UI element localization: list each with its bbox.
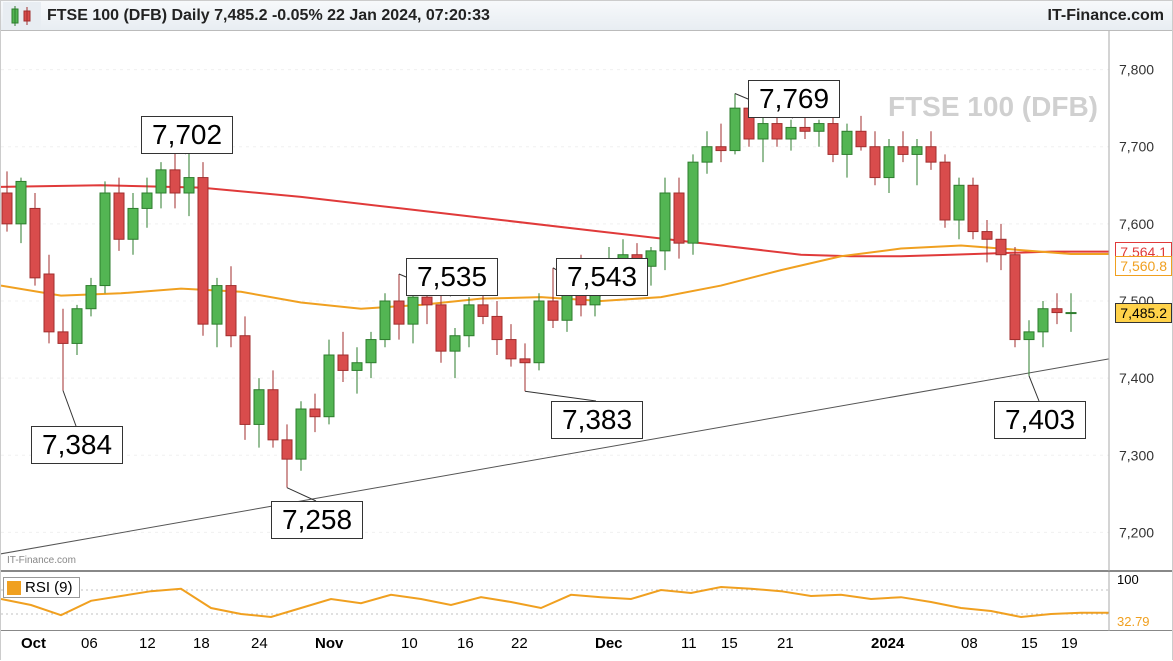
xaxis-label: Dec (595, 635, 623, 652)
price-annotation: 7,258 (271, 501, 363, 539)
svg-text:7,300: 7,300 (1119, 447, 1154, 463)
xaxis-label: 12 (139, 635, 156, 652)
svg-text:7,600: 7,600 (1119, 216, 1154, 232)
xaxis-label: 08 (961, 635, 978, 652)
xaxis-label: 21 (777, 635, 794, 652)
rsi-legend-row: RSI (9) (3, 577, 82, 598)
price-annotation: 7,403 (994, 401, 1086, 439)
brand-label: IT-Finance.com (1048, 7, 1164, 25)
xaxis-label: 19 (1061, 635, 1078, 652)
svg-text:7,800: 7,800 (1119, 62, 1154, 78)
svg-text:32.79: 32.79 (1117, 614, 1150, 629)
xaxis-label: 10 (401, 635, 418, 652)
chart-header: FTSE 100 (DFB) Daily 7,485.2 -0.05% 22 J… (1, 1, 1172, 31)
price-annotation: 7,702 (141, 116, 233, 154)
xaxis-label: Nov (315, 635, 343, 652)
itfinance-small: IT-Finance.com (7, 555, 76, 566)
price-annotation: 7,384 (31, 426, 123, 464)
xaxis-label: Oct (21, 635, 46, 652)
price-tag: 7,560.8 (1115, 256, 1172, 276)
x-axis: Oct 06 12 18 24 Nov 10 16 22 Dec 11 15 21 2024 08 15 19 (1, 631, 1172, 661)
header-text: FTSE 100 (DFB) Daily 7,485.2 -0.05% 22 J… (47, 7, 490, 25)
rsi-svg: 100 32.79 (1, 572, 1173, 632)
price-annotation: 7,535 (406, 258, 498, 296)
chart-root: FTSE 100 (DFB) Daily 7,485.2 -0.05% 22 J… (0, 0, 1173, 660)
svg-text:7,700: 7,700 (1119, 139, 1154, 155)
svg-text:100: 100 (1117, 572, 1139, 587)
xaxis-label: 15 (1021, 635, 1038, 652)
price-annotation: 7,543 (556, 258, 648, 296)
svg-text:7,200: 7,200 (1119, 524, 1154, 540)
candlestick-icon (3, 2, 41, 30)
xaxis-label: 22 (511, 635, 528, 652)
price-annotation: 7,769 (748, 80, 840, 118)
main-chart[interactable]: FTSE 100 (DFB) 7,2007,3007,4007,5007,600… (1, 31, 1172, 571)
xaxis-label: 2024 (871, 635, 904, 652)
main-chart-svg: 7,2007,3007,4007,5007,6007,7007,800 (1, 31, 1173, 571)
rsi-chart[interactable]: 100 32.79 (1, 571, 1172, 631)
xaxis-label: 24 (251, 635, 268, 652)
xaxis-label: 16 (457, 635, 474, 652)
xaxis-label: 18 (193, 635, 210, 652)
xaxis-label: 11 (681, 635, 697, 652)
price-tag: 7,485.2 (1115, 303, 1172, 323)
xaxis-label: 06 (81, 635, 98, 652)
price-annotation: 7,383 (551, 401, 643, 439)
xaxis-label: 15 (721, 635, 738, 652)
svg-text:7,400: 7,400 (1119, 370, 1154, 386)
rsi-legend-item[interactable]: RSI (9) (3, 577, 80, 598)
